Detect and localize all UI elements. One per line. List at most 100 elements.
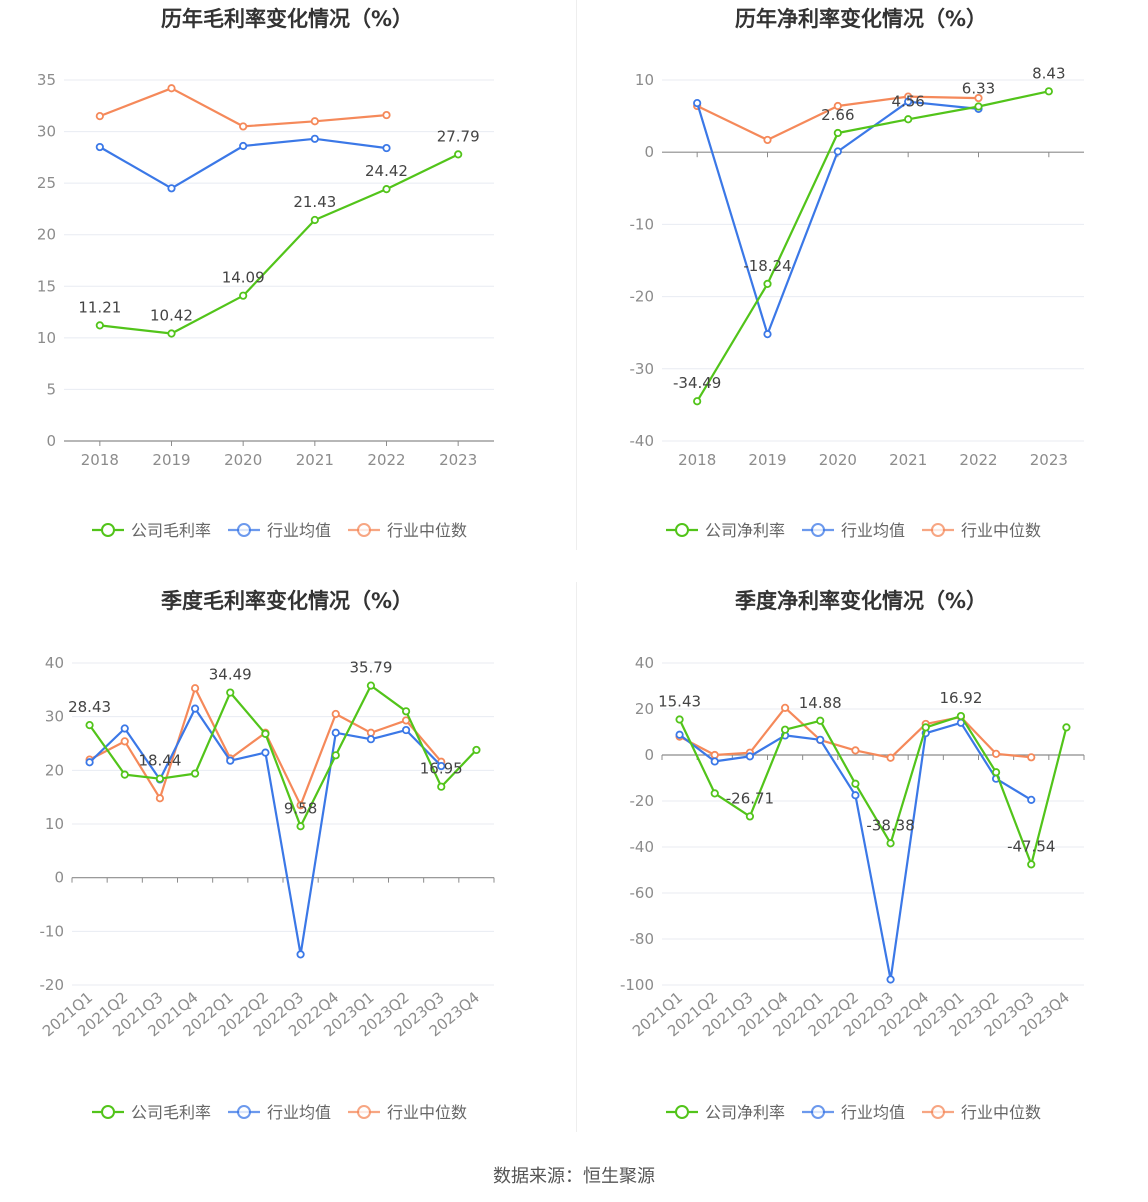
data-point-median <box>780 703 790 712</box>
data-label: 15.43 <box>658 693 701 711</box>
data-point-company <box>974 102 983 111</box>
data-point-company <box>120 770 129 779</box>
data-label: 11.21 <box>78 298 121 316</box>
data-label: 10.42 <box>150 307 193 325</box>
y-tick-label: 0 <box>644 746 654 764</box>
x-tick-label: 2018 <box>81 451 119 469</box>
y-tick-label: 10 <box>635 71 654 89</box>
series-line-company <box>696 90 1050 402</box>
x-tick-label: 2023 <box>1030 451 1068 469</box>
data-label: 28.43 <box>68 698 111 716</box>
y-tick-label: -30 <box>630 360 655 378</box>
data-point-company <box>780 725 790 734</box>
x-tick-label: 2022 <box>959 451 997 469</box>
data-point-company <box>833 128 842 138</box>
data-point-company <box>991 768 1001 777</box>
y-tick-label: 20 <box>635 700 654 718</box>
y-tick-label: 30 <box>45 708 64 726</box>
data-label: -47.54 <box>1007 837 1055 855</box>
data-point-company <box>1027 860 1036 869</box>
quarterly-net-margin-chart: 季度净利率变化情况（%） -100 -80 -60 -40 -20 0 20 40 2021Q1 2… <box>574 582 1148 1162</box>
legend-item-company: 公司净利率 <box>666 1103 785 1122</box>
annual-net-margin-chart: 历年净利率变化情况（%） -40 -30 -20 -10 0 10 2018 2019 2020 2… <box>574 0 1148 580</box>
legend-label: 行业中位数 <box>387 1103 467 1122</box>
data-point-median <box>763 135 772 145</box>
data-point-company <box>904 115 913 124</box>
y-tick-label: 0 <box>644 143 654 161</box>
y-tick-label: 15 <box>37 277 56 295</box>
series-line-median <box>99 87 387 128</box>
data-label: 35.79 <box>349 659 392 677</box>
chart-title: 历年毛利率变化情况（%） <box>161 7 413 31</box>
data-point-median <box>710 750 719 760</box>
data-point-company <box>167 329 176 338</box>
legend-marker <box>237 1105 251 1119</box>
legend-item-avg: 行业均值 <box>802 1103 905 1122</box>
data-point-avg <box>904 97 913 106</box>
data-point-avg <box>763 330 772 339</box>
data-point-avg <box>366 735 376 744</box>
annual-gross-margin-chart: 历年毛利率变化情况（%） 0 5 10 15 20 25 30 35 2018 2019 2020 20… <box>0 0 574 580</box>
legend-item-company: 公司毛利率 <box>92 521 211 540</box>
data-point-avg <box>886 975 895 984</box>
data-point-avg <box>745 752 755 761</box>
data-point-median <box>886 753 895 762</box>
y-tick-label: 25 <box>37 174 56 192</box>
data-point-company <box>239 291 248 300</box>
data-point-company <box>851 779 860 788</box>
chart-svg: 历年毛利率变化情况（%） 0 5 10 15 20 25 30 35 2018 2019 2020 20… <box>37 7 494 540</box>
data-label: -38.38 <box>866 816 914 834</box>
data-point-median <box>1027 753 1036 762</box>
data-label: 16.92 <box>939 689 982 707</box>
data-point-median <box>120 737 129 746</box>
legend-marker <box>237 523 251 537</box>
data-point-company <box>366 681 376 690</box>
data-point-avg <box>95 142 104 152</box>
legend-marker <box>811 523 825 537</box>
data-label: 14.88 <box>799 694 842 712</box>
data-point-company <box>95 321 104 330</box>
y-tick-label: 10 <box>45 815 64 833</box>
y-tick-label: 35 <box>37 71 56 89</box>
legend-label: 公司毛利率 <box>131 521 211 540</box>
legend-label: 行业均值 <box>841 521 905 540</box>
legend-label: 行业均值 <box>841 1103 905 1122</box>
data-label: 9.58 <box>284 799 317 817</box>
y-tick-label: 20 <box>45 761 64 779</box>
quarterly-gross-margin-chart: 季度毛利率变化情况（%） -20 -10 0 10 20 30 40 2021Q1 2021Q2 2… <box>0 582 574 1162</box>
data-point-avg <box>382 143 391 153</box>
data-point-median <box>851 746 860 755</box>
series-line-avg <box>88 707 443 956</box>
data-label: 24.42 <box>365 162 408 180</box>
data-point-median <box>167 84 176 93</box>
data-label: -26.71 <box>726 789 774 807</box>
data-point-company <box>921 723 930 732</box>
data-label: 8.43 <box>1032 64 1065 82</box>
data-label: 34.49 <box>209 666 252 684</box>
data-point-avg <box>710 757 719 766</box>
legend-marker <box>931 523 945 537</box>
y-tick-label: 0 <box>46 432 56 450</box>
y-tick-label: -20 <box>630 792 655 810</box>
data-point-avg <box>816 735 825 744</box>
data-point-median <box>190 684 200 693</box>
data-point-company <box>85 720 94 730</box>
data-point-avg <box>310 134 319 143</box>
y-tick-label: -20 <box>630 288 655 306</box>
data-point-avg <box>167 184 176 193</box>
data-point-company <box>331 751 340 760</box>
legend-item-median: 行业中位数 <box>348 521 467 540</box>
data-point-company <box>745 812 755 821</box>
series-line-company <box>99 153 459 335</box>
data-label: 27.79 <box>437 127 480 145</box>
y-tick-label: 40 <box>45 654 64 672</box>
data-point-avg <box>239 141 248 151</box>
data-source-note: 数据来源：恒生聚源 <box>493 1166 655 1187</box>
x-tick-label: 2021 <box>889 451 927 469</box>
legend-label: 行业中位数 <box>387 521 467 540</box>
legend-label: 行业中位数 <box>961 1103 1041 1122</box>
x-tick-label: 2023 <box>439 451 477 469</box>
data-point-avg <box>85 758 94 767</box>
data-point-company <box>155 774 165 783</box>
data-point-company <box>816 716 825 725</box>
